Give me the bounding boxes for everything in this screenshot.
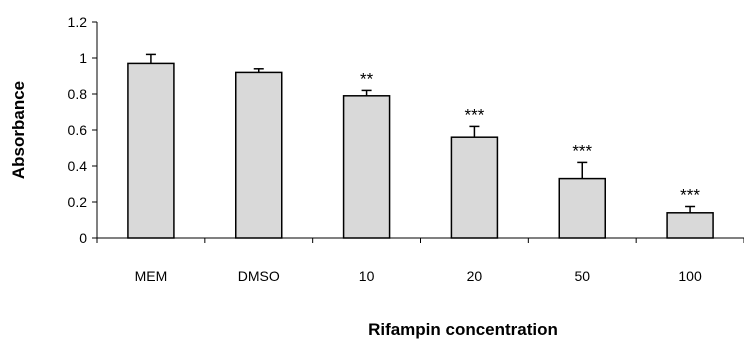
significance-label: *** [680, 186, 700, 205]
x-tick-label: MEM [135, 268, 168, 284]
x-tick-label: 10 [359, 268, 375, 284]
x-axis-title: Rifampin concentration [368, 320, 558, 339]
y-tick-label: 0.2 [68, 194, 88, 210]
y-tick-label: 1.2 [68, 14, 88, 30]
bar [450, 136, 499, 239]
bar [127, 62, 175, 239]
significance-label: *** [572, 141, 592, 160]
x-tick-label: 100 [678, 268, 702, 284]
bar [666, 212, 714, 239]
y-tick-label: 1 [79, 50, 87, 66]
x-tick-label: DMSO [238, 268, 280, 284]
bar [558, 177, 606, 239]
x-tick-label: 50 [574, 268, 590, 284]
y-tick-label: 0 [79, 230, 87, 246]
bar [342, 95, 391, 239]
y-axis-title: Absorbance [9, 81, 28, 179]
significance-label: *** [464, 105, 484, 124]
y-tick-label: 0.6 [68, 122, 88, 138]
y-tick-label: 0.8 [68, 86, 88, 102]
y-tick-label: 0.4 [68, 158, 88, 174]
significance-label: ** [360, 69, 374, 88]
plot-area: 0 0.2 0.4 0.6 0.8 1 1.2 MEM DMSO 10 ** 20 *** 50 *** 10… [68, 14, 744, 284]
bar [235, 71, 283, 239]
x-tick-label: 20 [467, 268, 483, 284]
